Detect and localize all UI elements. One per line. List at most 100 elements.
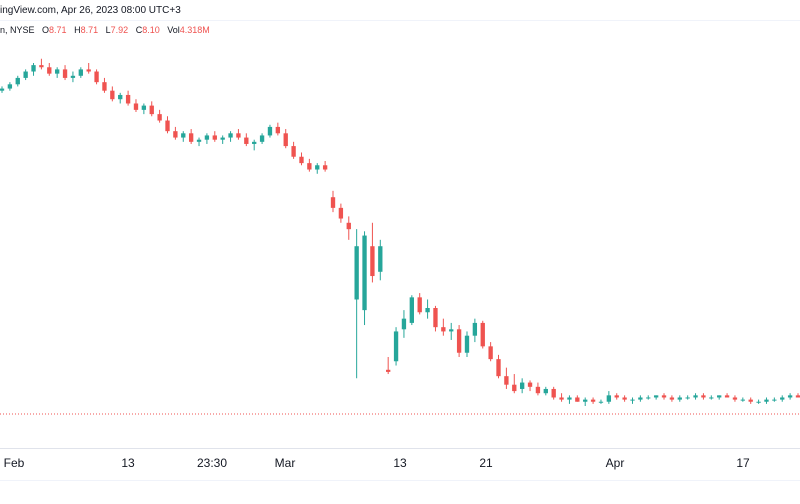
candle-body [433,308,438,328]
candle-body [31,65,36,72]
legend-symbol: n, NYSE [0,25,35,35]
ohlc-legend: n, NYSE O8.71 H8.71 L7.92 C8.10 Vol4.318… [0,25,215,35]
candle-body [94,71,99,83]
candle-body [78,69,83,76]
x-tick-label: 13 [393,456,407,470]
candle-body [299,156,304,164]
candle-body [47,67,52,74]
candle-body [370,246,375,277]
candle-body [228,133,233,138]
candle-body [780,397,785,400]
candle-body [638,397,643,400]
candle-body [322,165,328,170]
x-tick-label: 23:30 [197,456,227,470]
candle-body [62,69,68,78]
candle-body [543,388,548,394]
x-tick-label: 17 [736,456,750,470]
bottom-toolbar-area [0,480,800,504]
candle-body [236,133,241,138]
candle-body [291,146,296,157]
candle-body [188,133,194,142]
candle-body [724,395,730,398]
candle-body [717,395,722,398]
candle-body [606,395,612,402]
candle-body [661,395,667,398]
candle-body [275,126,281,134]
candle-body [362,235,367,311]
candle-body [173,131,178,138]
candle-body [449,329,454,332]
candle-body [378,246,383,272]
candle-body [590,399,596,402]
candle-body [102,82,107,91]
legend-low-value: 7.92 [110,25,129,35]
candle-body [181,133,186,138]
candle-body [441,327,446,332]
candle-body [740,399,745,401]
candle-body [346,222,351,230]
candle-body [133,103,139,110]
candle-body [583,399,588,402]
candle-body [220,137,225,140]
candle-body [409,297,414,323]
candle-body [575,397,580,402]
candle-body [764,399,769,402]
candle-body [480,322,485,347]
candle-body [598,401,604,403]
candle-body [646,397,651,399]
legend-open-label: O [42,25,50,35]
candle-body [165,120,170,132]
x-tick-label: 13 [121,456,135,470]
candle-body [709,397,714,399]
candle-body [354,246,359,300]
candle-body [267,126,273,136]
candle-body [787,395,793,398]
candle-body [0,88,5,91]
candle-body [456,329,462,353]
candle-body [338,207,344,219]
candle-body [504,376,509,385]
candle-body [535,386,541,394]
chart-source-text: ingView.com, Apr 26, 2023 08:00 UTC+3 [0,5,181,16]
candle-body [212,135,217,140]
candle-body [7,84,13,89]
candle-body [630,399,635,401]
candle-body [315,165,320,170]
x-tick-label: Mar [275,456,296,470]
candle-body [622,397,627,400]
candle-body [259,135,265,142]
candle-body [55,69,60,74]
candle-body [559,397,564,400]
candle-body [149,105,154,115]
candle-body [307,163,312,170]
candle-body [748,399,753,402]
legend-open-value: 8.71 [49,25,67,35]
candle-body [23,71,28,78]
candle-body [330,197,336,208]
candle-body [141,105,147,110]
candle-body [39,65,44,68]
legend-close-value: 8.10 [142,25,160,35]
candle-body [669,397,675,400]
candle-body [519,382,525,389]
time-axis-separator [0,448,800,449]
chart-header-bar: ingView.com, Apr 26, 2023 08:00 UTC+3 [0,0,800,21]
candle-body [653,395,659,398]
candle-body [677,397,682,400]
legend-volume-label: Vol [167,25,180,35]
candle-body [496,359,501,377]
candle-body [110,90,115,100]
candle-body [70,75,76,78]
candle-body [417,297,422,313]
candle-body [244,137,249,144]
candle-body [196,139,202,142]
candle-body [795,395,800,398]
candle-body [125,94,131,104]
x-tick-label: 21 [479,456,493,470]
candle-body [551,388,556,398]
candle-body [701,395,706,398]
legend-close-label: C [135,25,143,35]
candle-body [614,395,619,398]
candle-body [772,399,777,401]
